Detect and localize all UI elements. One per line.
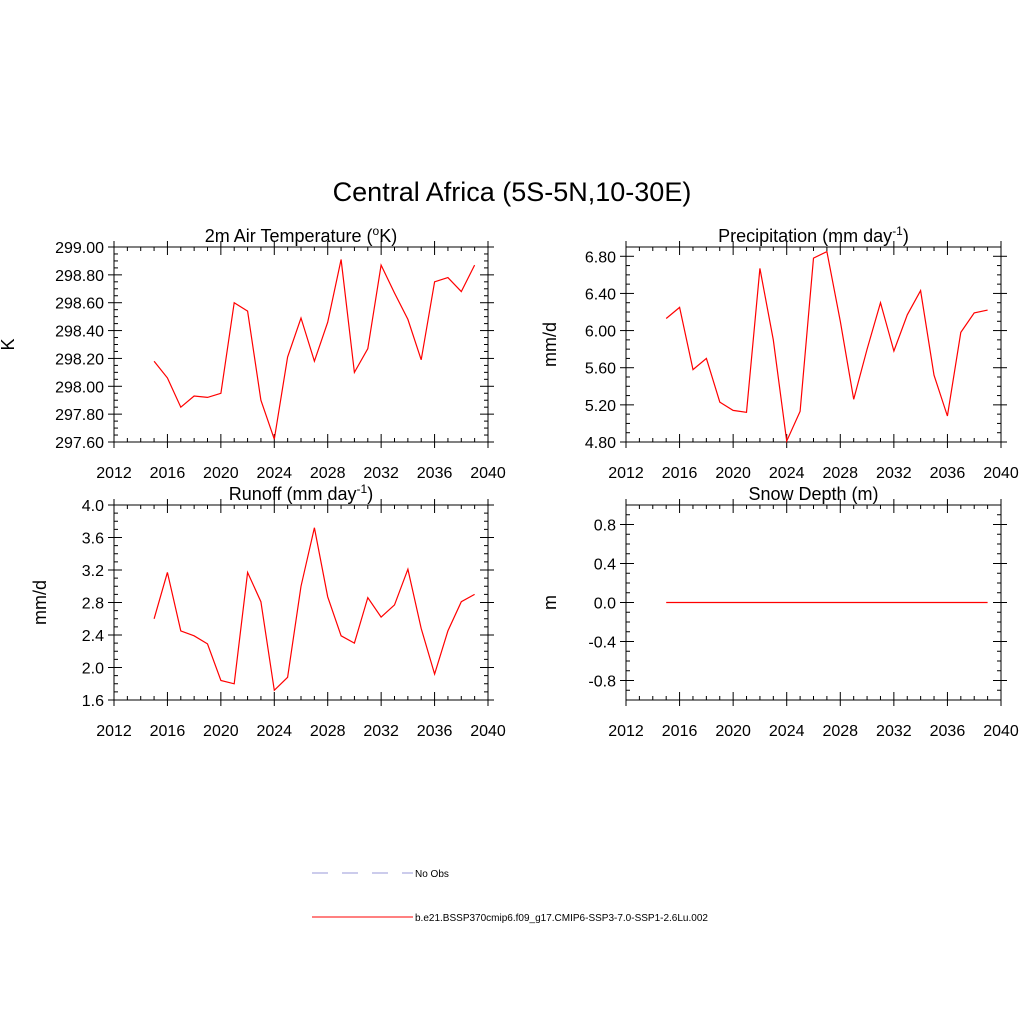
panel-title-main: Snow Depth (m) <box>748 484 878 504</box>
y-tick-label: 6.80 <box>585 249 616 266</box>
y-tick-label: 5.20 <box>585 398 616 415</box>
x-tick-label: 2016 <box>662 723 698 740</box>
y-tick-label: 0.4 <box>594 557 616 574</box>
x-tick-label: 2032 <box>876 723 912 740</box>
x-tick-label: 2024 <box>769 465 805 482</box>
panel-2: Precipitation (mm day-1) 2012 2016 2020 2024… <box>540 224 1019 482</box>
x-tick-label: 2012 <box>96 465 132 482</box>
y-tick-label: 1.6 <box>82 693 104 710</box>
panel-title-main: Precipitation (mm day <box>718 226 892 246</box>
y-axis-label: m <box>540 595 560 610</box>
y-axis-label: mm/d <box>30 580 50 625</box>
x-tick-label: 2036 <box>930 723 966 740</box>
y-tick-label: 3.2 <box>82 563 104 580</box>
y-tick-label: 298.00 <box>55 379 104 396</box>
legend-label: b.e21.BSSP370cmip6.f09_g17.CMIP6-SSP3-7.… <box>415 913 708 924</box>
y-tick-label: 6.40 <box>585 286 616 303</box>
x-tick-label: 2028 <box>822 465 858 482</box>
panel-4: Snow Depth (m) 2012 2016 2020 2024 2028 2032 20… <box>540 484 1019 740</box>
y-tick-label: 2.8 <box>82 596 104 613</box>
x-tick-label: 2012 <box>608 723 644 740</box>
y-axis-label: K <box>0 338 18 350</box>
y-tick-label: 4.0 <box>82 498 104 515</box>
x-tick-label: 2032 <box>363 465 399 482</box>
y-tick-label: -0.4 <box>588 635 616 652</box>
y-tick-label: 297.60 <box>55 435 104 452</box>
panel-title-sup: -1 <box>892 224 903 238</box>
y-axis-label: mm/d <box>540 322 560 367</box>
x-tick-label: 2016 <box>150 723 186 740</box>
panel-title-sup: -1 <box>357 482 368 496</box>
y-tick-label: 6.00 <box>585 324 616 341</box>
plot-frame <box>113 504 489 701</box>
x-tick-label: 2028 <box>310 465 346 482</box>
x-tick-label: 2016 <box>150 465 186 482</box>
x-tick-label: 2012 <box>608 465 644 482</box>
y-tick-label: 2.0 <box>82 661 104 678</box>
panel-title: 2m Air Temperature (oK) <box>205 224 397 246</box>
panel-title: Snow Depth (m) <box>748 484 878 504</box>
series-line <box>153 527 475 692</box>
legend-label: No Obs <box>415 869 449 880</box>
panel-title-main: 2m Air Temperature ( <box>205 226 373 246</box>
x-tick-label: 2012 <box>96 723 132 740</box>
panel-title: Runoff (mm day-1) <box>229 482 373 504</box>
y-tick-label: 299.00 <box>55 240 104 257</box>
panel-title-end: ) <box>367 484 373 504</box>
x-tick-label: 2032 <box>876 465 912 482</box>
x-tick-label: 2028 <box>822 723 858 740</box>
series-line <box>665 250 988 444</box>
x-tick-label: 2032 <box>363 723 399 740</box>
x-tick-label: 2036 <box>417 723 453 740</box>
panel-title: Precipitation (mm day-1) <box>718 224 909 246</box>
y-tick-label: 4.80 <box>585 435 616 452</box>
y-tick-label: 5.60 <box>585 361 616 378</box>
x-tick-label: 2040 <box>983 465 1019 482</box>
panel-title-end: ) <box>903 226 909 246</box>
legend: No Obs b.e21.BSSP370cmip6.f09_g17.CMIP6-S… <box>312 869 708 924</box>
x-tick-label: 2040 <box>983 723 1019 740</box>
plot-frame <box>113 246 489 443</box>
y-tick-label: 298.20 <box>55 351 104 368</box>
x-tick-label: 2040 <box>470 723 506 740</box>
x-tick-label: 2024 <box>769 723 805 740</box>
y-tick-label: 3.6 <box>82 531 104 548</box>
figure-title: Central Africa (5S-5N,10-30E) <box>333 177 692 207</box>
panel-title-end: K) <box>379 226 397 246</box>
y-tick-label: 298.60 <box>55 296 104 313</box>
x-tick-label: 2020 <box>203 723 239 740</box>
x-tick-label: 2040 <box>470 465 506 482</box>
x-tick-label: 2020 <box>715 723 751 740</box>
x-tick-label: 2024 <box>256 723 292 740</box>
x-tick-label: 2036 <box>417 465 453 482</box>
y-tick-label: 2.4 <box>82 628 104 645</box>
x-tick-label: 2020 <box>715 465 751 482</box>
y-tick-label: 0.0 <box>594 596 616 613</box>
plot-frame <box>625 246 1002 443</box>
x-tick-label: 2024 <box>256 465 292 482</box>
panel-1: 2m Air Temperature (oK) 2012 2016 2020 2024 2… <box>0 224 506 482</box>
x-tick-label: 2028 <box>310 723 346 740</box>
panel-3: Runoff (mm day-1) 2012 2016 2020 2024 2028 203… <box>30 482 506 740</box>
y-tick-label: 298.80 <box>55 268 104 285</box>
x-tick-label: 2020 <box>203 465 239 482</box>
y-tick-label: 0.8 <box>594 518 616 535</box>
x-tick-label: 2036 <box>930 465 966 482</box>
panel-title-sup: o <box>373 224 380 238</box>
panel-title-main: Runoff (mm day <box>229 484 357 504</box>
y-tick-label: 298.40 <box>55 324 104 341</box>
y-tick-label: -0.8 <box>588 674 616 691</box>
series-line <box>153 259 476 440</box>
x-tick-label: 2016 <box>662 465 698 482</box>
y-tick-label: 297.80 <box>55 407 104 424</box>
